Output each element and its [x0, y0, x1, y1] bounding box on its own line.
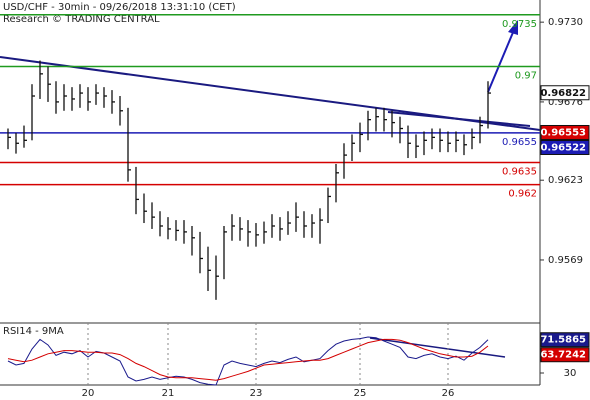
y-tick-label: 0.9569 — [548, 255, 583, 266]
level-label: 0.9735 — [502, 19, 537, 30]
price-tag-label: 0.96522 — [540, 142, 586, 153]
forecast-arrow-head — [508, 20, 518, 35]
price-tag — [540, 347, 590, 363]
price-tag-label: 0.96822 — [540, 88, 586, 99]
price-tag — [540, 85, 590, 101]
chart-title: USD/CHF - 30min - 09/26/2018 13:31:10 (C… — [3, 2, 236, 13]
price-tag — [540, 124, 590, 140]
level-label: 0.97 — [515, 70, 537, 81]
forecast-arrow — [487, 29, 515, 93]
level-label: 0.9635 — [502, 166, 537, 177]
price-tag — [540, 139, 590, 155]
price-tag-label: 0.96553 — [540, 127, 586, 138]
x-tick-label: 20 — [82, 388, 95, 399]
chart-subtitle: Research © TRADING CENTRAL — [3, 14, 160, 25]
level-label: 0.962 — [508, 189, 537, 200]
rsi-title: RSI14 - 9MA — [3, 326, 64, 337]
rsi-line — [7, 336, 489, 386]
price-tag-label: 63.7242 — [540, 350, 586, 361]
rsi-line — [7, 338, 489, 381]
rsi-tick-label: 30 — [564, 368, 577, 379]
trend-line — [387, 111, 531, 127]
rsi-trend-line — [369, 337, 506, 358]
y-tick-label: 0.9730 — [548, 17, 583, 28]
price-tag — [540, 332, 590, 348]
price-tag-label: 71.5865 — [540, 335, 586, 346]
x-tick-label: 26 — [442, 388, 455, 399]
x-tick-label: 23 — [250, 388, 263, 399]
x-tick-label: 25 — [354, 388, 367, 399]
x-tick-label: 21 — [162, 388, 175, 399]
y-tick-label: 0.9676 — [548, 97, 583, 108]
level-label: 0.9655 — [502, 137, 537, 148]
y-tick-label: 0.9623 — [548, 175, 583, 186]
